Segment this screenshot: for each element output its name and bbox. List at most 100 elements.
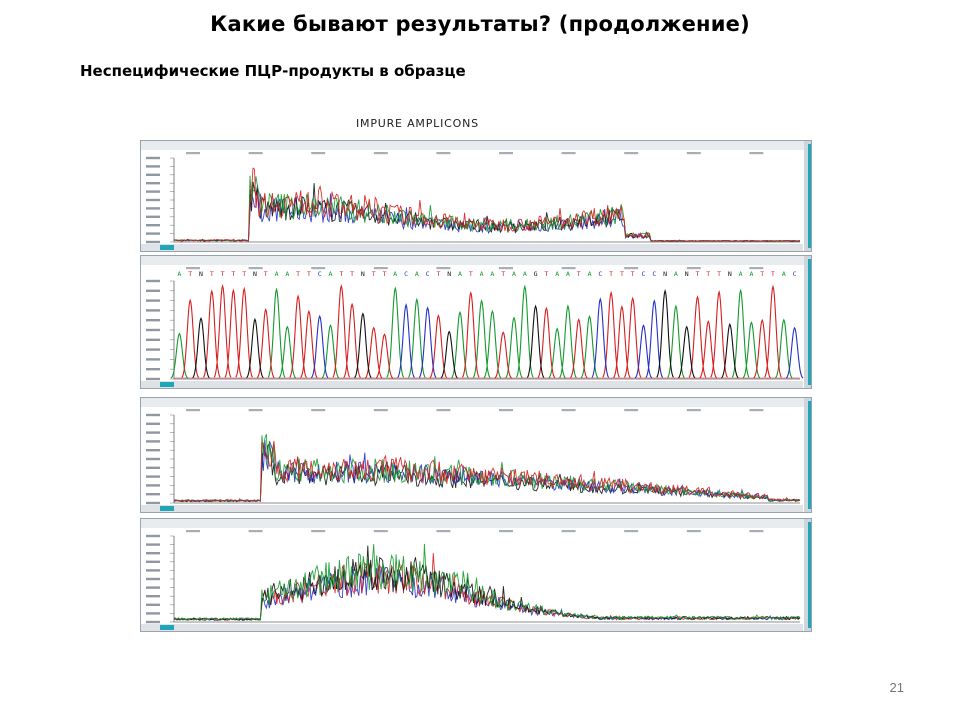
axis-tick-label: [146, 484, 160, 487]
base-call: A: [415, 270, 419, 278]
axis-tick-label: [146, 595, 160, 598]
ruler-label: [749, 530, 764, 533]
base-call: T: [544, 270, 548, 278]
ruler-label: [686, 409, 701, 412]
panel-scroll-thumb: [160, 245, 174, 250]
panel-1-trace-red: [173, 167, 801, 242]
base-call: N: [361, 270, 365, 278]
base-call: T: [221, 270, 225, 278]
ruler-label: [749, 409, 764, 412]
base-call: N: [447, 270, 451, 278]
base-call: G: [534, 270, 538, 278]
axis-tick-label: [146, 173, 160, 176]
axis-tick-label: [146, 466, 160, 469]
base-call: T: [242, 270, 246, 278]
panel-titlebar: [141, 398, 811, 407]
panel-frame: [140, 140, 812, 252]
base-call: A: [285, 270, 289, 278]
base-call: A: [555, 270, 559, 278]
base-call: T: [231, 270, 235, 278]
figure-caption: IMPURE AMPLICONS: [356, 117, 479, 130]
base-call: T: [339, 270, 343, 278]
axis-tick-label: [146, 422, 160, 425]
base-call: T: [501, 270, 505, 278]
base-call: C: [652, 270, 656, 278]
base-call: A: [782, 270, 786, 278]
panel-titlebar: [141, 256, 811, 265]
base-call: T: [188, 270, 192, 278]
axis-tick-label: [146, 348, 160, 351]
axis-tick-label: [146, 586, 160, 589]
axis-tick-label: [146, 319, 160, 322]
ruler-label: [561, 152, 576, 155]
axis-tick-label: [146, 232, 160, 235]
panel-scrollbar: [804, 141, 811, 251]
ruler-label: [311, 530, 326, 533]
base-call: T: [620, 270, 624, 278]
base-call: A: [329, 270, 333, 278]
axis-tick-label: [146, 457, 160, 461]
base-call: T: [436, 270, 440, 278]
ruler-label: [373, 152, 388, 155]
axis-tick-label: [146, 338, 160, 341]
axis-tick-label: [146, 560, 160, 563]
ruler-label: [436, 409, 451, 412]
panel-bottom-bar: [141, 244, 803, 251]
base-call: T: [771, 270, 775, 278]
base-call: N: [253, 270, 257, 278]
base-call: A: [393, 270, 397, 278]
axis-tick-label: [146, 431, 160, 434]
axis-tick-label: [146, 577, 160, 581]
axis-tick-label: [146, 501, 160, 505]
ruler-label: [186, 530, 200, 533]
base-call: T: [372, 270, 376, 278]
ruler-label: [311, 267, 326, 270]
axis-tick-label: [146, 224, 160, 227]
ruler-label: [436, 267, 451, 270]
trace-panel-1: [140, 140, 812, 252]
base-call: A: [490, 270, 494, 278]
panel-titlebar: [141, 141, 811, 150]
base-call: N: [685, 270, 689, 278]
axis-tick-label: [146, 309, 160, 312]
panel-accent-stripe: [808, 144, 811, 248]
panel-4-trace-green: [173, 543, 801, 622]
base-call: N: [663, 270, 667, 278]
base-call: T: [760, 270, 764, 278]
base-call: T: [350, 270, 354, 278]
axis-tick-label: [146, 552, 160, 555]
base-call: T: [696, 270, 700, 278]
ruler-label: [624, 409, 639, 412]
panel-2-trace-black: [192, 288, 739, 379]
trace-panel-4: [140, 518, 812, 632]
ruler-label: [373, 530, 388, 533]
panel-2-trace-blue: [310, 297, 804, 379]
base-call: T: [609, 270, 613, 278]
ruler-label: [311, 152, 326, 155]
base-call: A: [674, 270, 678, 278]
ruler-label: [499, 267, 513, 270]
panel-scroll-thumb: [160, 625, 174, 630]
axis-tick-label: [146, 299, 160, 302]
panel-titlebar: [141, 519, 811, 528]
axis-tick-label: [146, 279, 160, 283]
panel-3-trace-red: [173, 440, 800, 503]
base-call: T: [706, 270, 710, 278]
ruler-label: [248, 152, 263, 155]
ruler-label: [749, 267, 764, 270]
axis-tick-label: [146, 603, 160, 606]
base-call: C: [318, 270, 322, 278]
base-call: C: [598, 270, 602, 278]
ruler-label: [248, 409, 263, 412]
panel-scrollbar: [804, 256, 811, 388]
ruler-label: [561, 409, 576, 412]
base-call: N: [199, 270, 203, 278]
base-call: T: [577, 270, 581, 278]
ruler-label: [686, 152, 701, 155]
axis-tick-label: [146, 620, 160, 624]
axis-tick-label: [146, 156, 160, 160]
ruler-label: [186, 152, 200, 155]
ruler-label: [624, 530, 639, 533]
base-call: A: [458, 270, 462, 278]
